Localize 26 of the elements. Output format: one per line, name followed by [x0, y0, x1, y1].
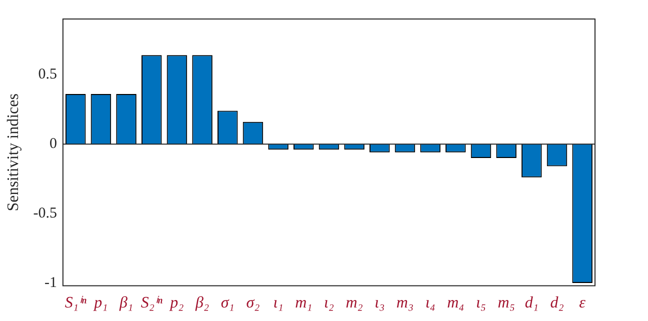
y-tick-label: -1	[44, 274, 57, 291]
x-tick-label: ι₅	[476, 294, 486, 312]
x-tick-label: p₁	[93, 294, 108, 312]
x-tick-label: σ₁	[220, 294, 234, 312]
y-tick-label: 0.5	[38, 66, 57, 83]
y-tick-label: -0.5	[33, 205, 57, 222]
y-tick-label: 0	[49, 136, 57, 152]
x-tick-label: p₂	[169, 294, 184, 312]
x-tick-label: S₂ⁱⁿ	[140, 294, 162, 312]
x-tick-label: d₂	[550, 294, 564, 312]
x-tick-label: m₄	[447, 294, 464, 312]
x-tick-label: S₁ⁱⁿ	[64, 294, 86, 312]
x-tick-label: σ₂	[246, 294, 260, 312]
x-tick-label: m₂	[346, 294, 364, 312]
x-tick-label: β₂	[194, 294, 210, 312]
x-tick-label: m₁	[295, 294, 312, 312]
x-tick-label: ι₃	[374, 294, 385, 312]
x-tick-label: ε	[579, 294, 586, 312]
x-tick-label: m₅	[498, 294, 515, 312]
x-tick-label: ι₁	[273, 294, 284, 312]
y-axis-title: Sensitivity indices	[4, 94, 22, 212]
x-tick-label: d₁	[524, 294, 538, 312]
x-tick-label: m₃	[396, 294, 414, 312]
x-tick-label: β₁	[118, 294, 134, 312]
x-tick-label: ι₂	[324, 294, 334, 312]
x-tick-label: ι₄	[425, 294, 436, 312]
